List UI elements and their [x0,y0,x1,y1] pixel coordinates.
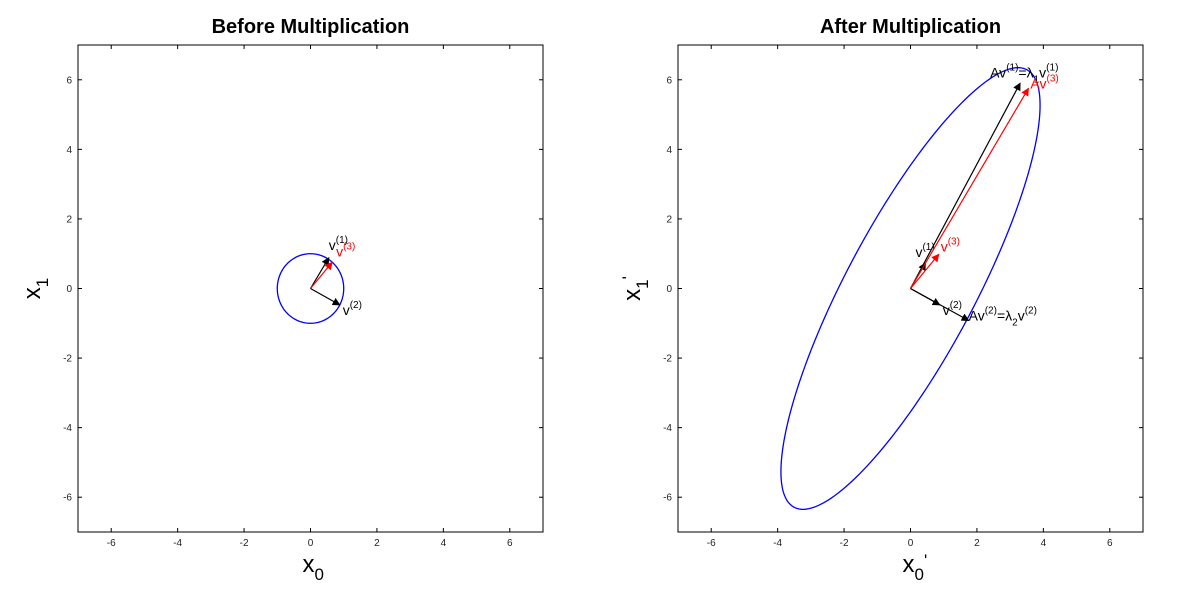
x-tick-label: -2 [840,538,849,549]
vector-label: v(2) [943,300,962,318]
x-tick-label: 0 [308,538,314,549]
vector-label: v(3) [336,241,355,259]
y-tick-label: -2 [63,354,72,365]
y-tick-label: 4 [66,145,72,156]
x-axis-label: x0 [303,551,324,584]
y-axis-label: x1 [19,278,52,299]
vector-arrow [910,253,940,289]
y-tick-label: 6 [66,75,72,86]
panel-2: After Multiplication -6 -4 -2 0 2 4 6 -6 -4 -2 0 2 4 6… [619,16,1144,584]
x-tick-label: -6 [107,538,116,549]
vector-arrow [909,82,1021,289]
panel-1: Before Multiplication -6 -4 -2 0 2 4 6 -6 -4 -2 0 2 4… [19,16,544,584]
vector-label: v(2) [343,300,362,318]
vector-label: Av(2)=λ2v(2) [969,306,1037,329]
vector-label: Av(3) [1030,73,1058,91]
vector-label: v(3) [941,236,960,254]
x-tick-label: 4 [441,538,447,549]
y-axis-label: x1' [619,276,652,301]
y-tick-label: 0 [666,284,672,295]
y-tick-label: 6 [666,75,672,86]
x-tick-label: 4 [1041,538,1047,549]
vector-arrow [309,257,330,289]
vector-label: Av(1)=λ1v(1) [990,62,1058,85]
vector-arrow [909,87,1029,289]
x-tick-label: 6 [1107,538,1113,549]
x-tick-label: -4 [173,538,182,549]
x-tick-label: 6 [507,538,513,549]
y-tick-label: 0 [66,284,72,295]
y-tick-label: -4 [663,423,672,434]
x-tick-label: 2 [974,538,980,549]
y-tick-label: -4 [63,423,72,434]
x-tick-label: 0 [908,538,914,549]
x-axis-label: x0' [903,551,928,584]
y-tick-label: -6 [663,493,672,504]
vector-arrow [910,287,970,322]
x-tick-label: 2 [374,538,380,549]
transformed-unit-circle [780,67,1041,510]
y-tick-label: -6 [63,493,72,504]
x-tick-label: -4 [773,538,782,549]
y-tick-label: 4 [666,145,672,156]
x-tick-label: -6 [707,538,716,549]
y-tick-label: 2 [666,214,672,225]
x-tick-label: -2 [240,538,249,549]
y-tick-label: -2 [663,354,672,365]
chart-title: Before Multiplication [212,16,410,38]
chart-title: After Multiplication [820,16,1001,38]
vector-label: v(1) [915,242,934,260]
vector-label: v(1) [329,235,348,253]
vector-arrow [310,287,341,306]
vector-arrow [310,261,333,289]
y-tick-label: 2 [66,214,72,225]
